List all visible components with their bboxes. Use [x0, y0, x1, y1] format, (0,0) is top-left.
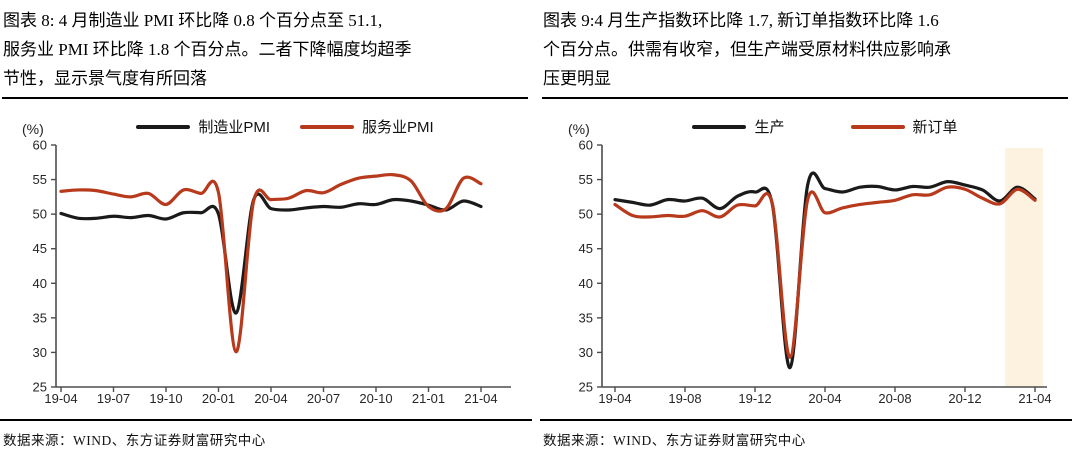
chart-legend: 制造业PMI 服务业PMI — [44, 116, 526, 137]
svg-text:19-04: 19-04 — [598, 391, 631, 406]
legend-line-swatch — [300, 124, 354, 129]
svg-text:45: 45 — [579, 241, 593, 256]
svg-text:(%): (%) — [22, 121, 44, 137]
svg-text:55: 55 — [33, 172, 47, 187]
svg-text:25: 25 — [33, 380, 47, 395]
svg-text:50: 50 — [579, 207, 593, 222]
source-note: 数据来源：WIND、东方证券财富研究中心 — [543, 433, 806, 448]
title-rule — [2, 97, 528, 99]
legend-line-swatch — [136, 124, 191, 129]
svg-text:20-07: 20-07 — [307, 391, 340, 406]
svg-text:25: 25 — [579, 380, 593, 395]
figure-title-line: 节性，显示景气度有所回落 — [3, 69, 207, 88]
figure-title-line: 服务业 PMI 环比降 1.8 个百分点。二者下降幅度均超季 — [3, 40, 412, 59]
svg-text:60: 60 — [579, 138, 593, 153]
svg-text:19-08: 19-08 — [668, 391, 701, 406]
title-rule — [542, 97, 1068, 99]
svg-text:20-12: 20-12 — [948, 391, 981, 406]
legend-item-production: 生产 — [692, 116, 785, 137]
source-rule — [540, 419, 1072, 421]
legend-label: 服务业PMI — [362, 119, 434, 136]
legend-line-swatch — [692, 124, 747, 129]
svg-text:19-04: 19-04 — [44, 391, 77, 406]
svg-text:21-01: 21-01 — [412, 391, 445, 406]
svg-text:20-10: 20-10 — [359, 391, 392, 406]
figure-title: 图表 8: 4 月制造业 PMI 环比降 0.8 个百分点至 51.1, 服务业… — [3, 6, 530, 95]
legend-label: 新订单 — [912, 119, 958, 136]
svg-text:20-08: 20-08 — [878, 391, 911, 406]
legend-item-new-orders: 新订单 — [850, 116, 958, 137]
svg-text:50: 50 — [33, 207, 47, 222]
svg-text:30: 30 — [33, 345, 47, 360]
legend-line-swatch — [850, 124, 905, 129]
figure-title-line: 图表 8: 4 月制造业 PMI 环比降 0.8 个百分点至 51.1, — [3, 11, 383, 30]
legend-label: 制造业PMI — [198, 119, 270, 136]
svg-text:60: 60 — [33, 138, 47, 153]
chart-legend: 生产 新订单 — [584, 116, 1066, 137]
svg-text:21-04: 21-04 — [1018, 391, 1051, 406]
figure-panel-8: 图表 8: 4 月制造业 PMI 环比降 0.8 个百分点至 51.1, 服务业… — [0, 6, 540, 448]
svg-text:19-10: 19-10 — [149, 391, 182, 406]
svg-text:20-04: 20-04 — [254, 391, 287, 406]
svg-text:19-07: 19-07 — [97, 391, 130, 406]
chart-area-pmi: 25 30 35 40 45 50 55 60 19-04 19-07 19-10 20-01 20-0… — [0, 99, 540, 419]
svg-text:20-04: 20-04 — [808, 391, 841, 406]
svg-text:21-04: 21-04 — [464, 391, 497, 406]
figure-title-line: 图表 9:4 月生产指数环比降 1.7, 新订单指数环比降 1.6 — [543, 11, 939, 30]
legend-item-manufacturing-pmi: 制造业PMI — [136, 116, 270, 137]
svg-text:(%): (%) — [568, 121, 590, 137]
svg-text:55: 55 — [579, 172, 593, 187]
figure-title: 图表 9:4 月生产指数环比降 1.7, 新订单指数环比降 1.6 个百分点。供… — [543, 6, 1070, 95]
svg-text:19-12: 19-12 — [738, 391, 771, 406]
source-note: 数据来源：WIND、东方证券财富研究中心 — [3, 433, 266, 448]
figure-title-line: 个百分点。供需有收窄，但生产端受原材料供应影响承 — [543, 40, 951, 59]
source-rule — [0, 419, 532, 421]
figure-title-line: 压更明显 — [543, 69, 611, 88]
svg-text:40: 40 — [33, 276, 47, 291]
figure-panel-9: 图表 9:4 月生产指数环比降 1.7, 新订单指数环比降 1.6 个百分点。供… — [540, 0, 1080, 462]
svg-text:45: 45 — [33, 241, 47, 256]
svg-text:35: 35 — [579, 310, 593, 325]
svg-text:35: 35 — [33, 310, 47, 325]
production-neworders-line-chart: 25 30 35 40 45 50 55 60 19-04 19-08 19-12 20-04 20-0… — [568, 121, 1052, 406]
legend-label: 生产 — [754, 119, 785, 136]
chart-area-production-neworders: 25 30 35 40 45 50 55 60 19-04 19-08 19-12 20-04 20-0… — [540, 99, 1080, 419]
svg-text:30: 30 — [579, 345, 593, 360]
svg-text:40: 40 — [579, 276, 593, 291]
legend-item-services-pmi: 服务业PMI — [300, 116, 434, 137]
svg-text:20-01: 20-01 — [202, 391, 235, 406]
manufacturing-services-pmi-line-chart: 25 30 35 40 45 50 55 60 19-04 19-07 19-10 20-01 20-0… — [22, 121, 511, 406]
